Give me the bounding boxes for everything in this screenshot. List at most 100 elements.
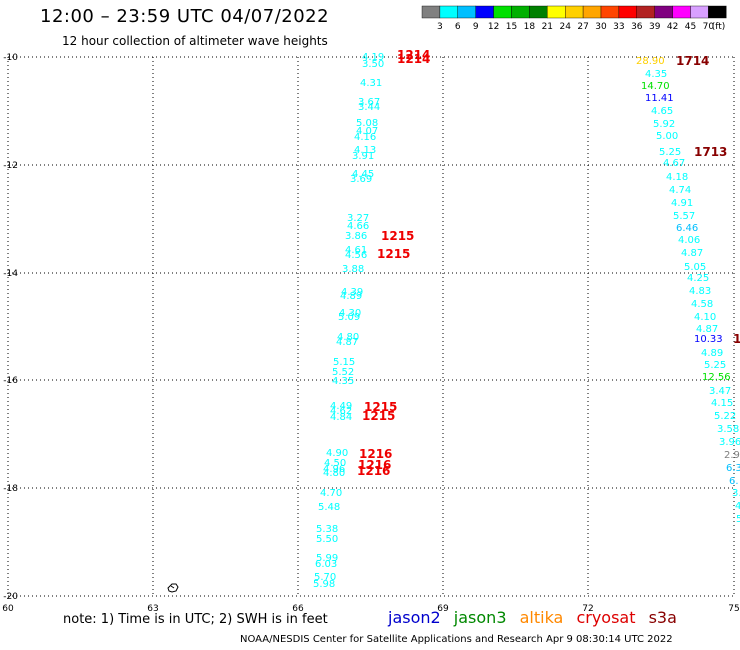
- swh-value-east: 28.90: [636, 56, 665, 67]
- lat-label: -20: [3, 592, 18, 602]
- swh-value-east: 4.06: [678, 235, 700, 246]
- swh-value-west: 5.38: [316, 524, 338, 535]
- colorbar-label: 45: [685, 22, 696, 32]
- swh-value-east: 6.46: [676, 223, 698, 234]
- swh-value-west: 5.70: [314, 572, 336, 583]
- swh-value-west: 4.66: [347, 221, 369, 232]
- swh-value-east: 3.47: [709, 386, 731, 397]
- swh-value-east: 5.92: [653, 119, 675, 130]
- swh-value-west: 4.39: [341, 287, 363, 298]
- colorbar-swatch: [547, 5, 566, 19]
- swh-value-west: 4.80: [337, 332, 359, 343]
- lon-label: 69: [437, 604, 449, 614]
- colorbar-swatch: [529, 5, 548, 19]
- swh-value-west: 4.80: [323, 468, 345, 479]
- swh-value-east: 4.74: [669, 185, 691, 196]
- swh-value-west: 5.50: [316, 534, 338, 545]
- colorbar-label: 27: [577, 22, 588, 32]
- swh-value-west: 4.35: [332, 376, 354, 387]
- map-subtitle: 12 hour collection of altimeter wave hei…: [62, 34, 328, 48]
- swh-value-east: 4.65: [651, 106, 673, 117]
- swh-value-west: 3.69: [350, 174, 372, 185]
- time-label-west: 1215: [377, 247, 410, 261]
- swh-value-east: 5.25: [659, 147, 681, 158]
- lat-label: -12: [3, 161, 18, 171]
- colorbar-label: 15: [506, 22, 517, 32]
- colorbar-label: 36: [631, 22, 643, 32]
- colorbar-label: 6: [455, 22, 461, 32]
- swh-value-east: 12.56: [702, 372, 731, 383]
- swh-value-east: 5.25: [704, 360, 726, 371]
- swh-value-east: 4.18: [666, 172, 688, 183]
- map-title: 12:00 – 23:59 UTC 04/07/2022: [40, 6, 330, 27]
- swh-value-west: 4.70: [320, 488, 342, 499]
- island-outline: [167, 583, 179, 593]
- swh-value-west: 4.84: [330, 412, 352, 423]
- lon-label: 75: [728, 604, 739, 614]
- swh-value-east: 4.67: [663, 158, 685, 169]
- swh-value-east: 5.00: [656, 131, 678, 142]
- swh-value-west: 3.44: [358, 102, 380, 113]
- swh-value-west: 4.19: [362, 52, 384, 63]
- swh-value-west: 4.56: [345, 250, 367, 261]
- time-label-west: 1214: [397, 48, 430, 62]
- swh-value-west: 4.62: [330, 406, 352, 417]
- lon-label: 63: [147, 604, 158, 614]
- swh-value-west: 5.52: [332, 367, 354, 378]
- swh-value-west: 3.27: [347, 213, 369, 224]
- satellite-s3a: s3a: [648, 608, 677, 627]
- lat-label: -16: [3, 376, 18, 386]
- colorbar-swatch: [493, 5, 512, 19]
- colorbar-label: 12: [488, 22, 499, 32]
- satellite-legend: jason2 jason3 altika cryosat s3a: [388, 608, 685, 627]
- time-label-west: 1215: [362, 409, 395, 423]
- colorbar-label: 18: [524, 22, 536, 32]
- colorbar-label: 70: [703, 22, 715, 32]
- swh-value-west: 5.15: [333, 357, 355, 368]
- colorbar-label: 33: [613, 22, 624, 32]
- colorbar-swatch: [439, 5, 458, 19]
- lat-label: -14: [3, 269, 18, 279]
- swh-value-east: 4.87: [681, 248, 703, 259]
- colorbar-label: 9: [473, 22, 479, 32]
- swh-value-east: 4.35: [645, 69, 667, 80]
- colorbar-swatch: [475, 5, 494, 19]
- swh-value-east: 3.58: [717, 424, 739, 435]
- colorbar-swatch: [457, 5, 476, 19]
- colorbar-swatch: [421, 5, 441, 19]
- lon-label: 72: [582, 604, 593, 614]
- swh-value-west: 4.31: [360, 78, 382, 89]
- swh-value-west: 5.08: [356, 118, 378, 129]
- satellite-altika: altika: [519, 608, 564, 627]
- swh-value-west: 5.98: [313, 579, 335, 590]
- footer-note: note: 1) Time is in UTC; 2) SWH is in fe…: [63, 612, 328, 627]
- swh-value-west: 4.87: [336, 337, 358, 348]
- time-label-west: 1216: [358, 458, 391, 472]
- swh-value-west: 4.90: [326, 448, 348, 459]
- swh-value-west: 4.13: [354, 145, 376, 156]
- swh-value-east: 3.: [732, 488, 740, 499]
- swh-value-west: 4.16: [354, 132, 376, 143]
- time-label-east: 1: [733, 332, 740, 346]
- swh-value-east: 6.3: [726, 463, 740, 474]
- lat-label: -10: [3, 53, 18, 63]
- colorbar-swatch: [672, 5, 691, 19]
- swh-value-west: 4.30: [339, 308, 361, 319]
- swh-value-east: 5.22: [714, 411, 736, 422]
- time-label-west: 1216: [359, 447, 392, 461]
- swh-value-west: 4.89: [340, 291, 362, 302]
- credit-line: NOAA/NESDIS Center for Satellite Applica…: [240, 634, 673, 645]
- swh-value-east: 2.9: [724, 450, 740, 461]
- swh-value-east: 4.91: [671, 198, 693, 209]
- time-label-west: 1216: [357, 464, 390, 478]
- swh-value-west: 4.45: [352, 169, 374, 180]
- colorbar-label: 30: [595, 22, 607, 32]
- swh-value-east: 6.: [729, 476, 739, 487]
- swh-value-west: 4.49: [330, 401, 352, 412]
- swh-value-east: 4.15: [711, 398, 733, 409]
- swh-value-east: 4.87: [696, 324, 718, 335]
- time-label-east: 1714: [676, 54, 709, 68]
- time-label-west: 1215: [381, 229, 414, 243]
- swh-value-east: 5.57: [673, 211, 695, 222]
- swh-value-east: 4.10: [694, 312, 716, 323]
